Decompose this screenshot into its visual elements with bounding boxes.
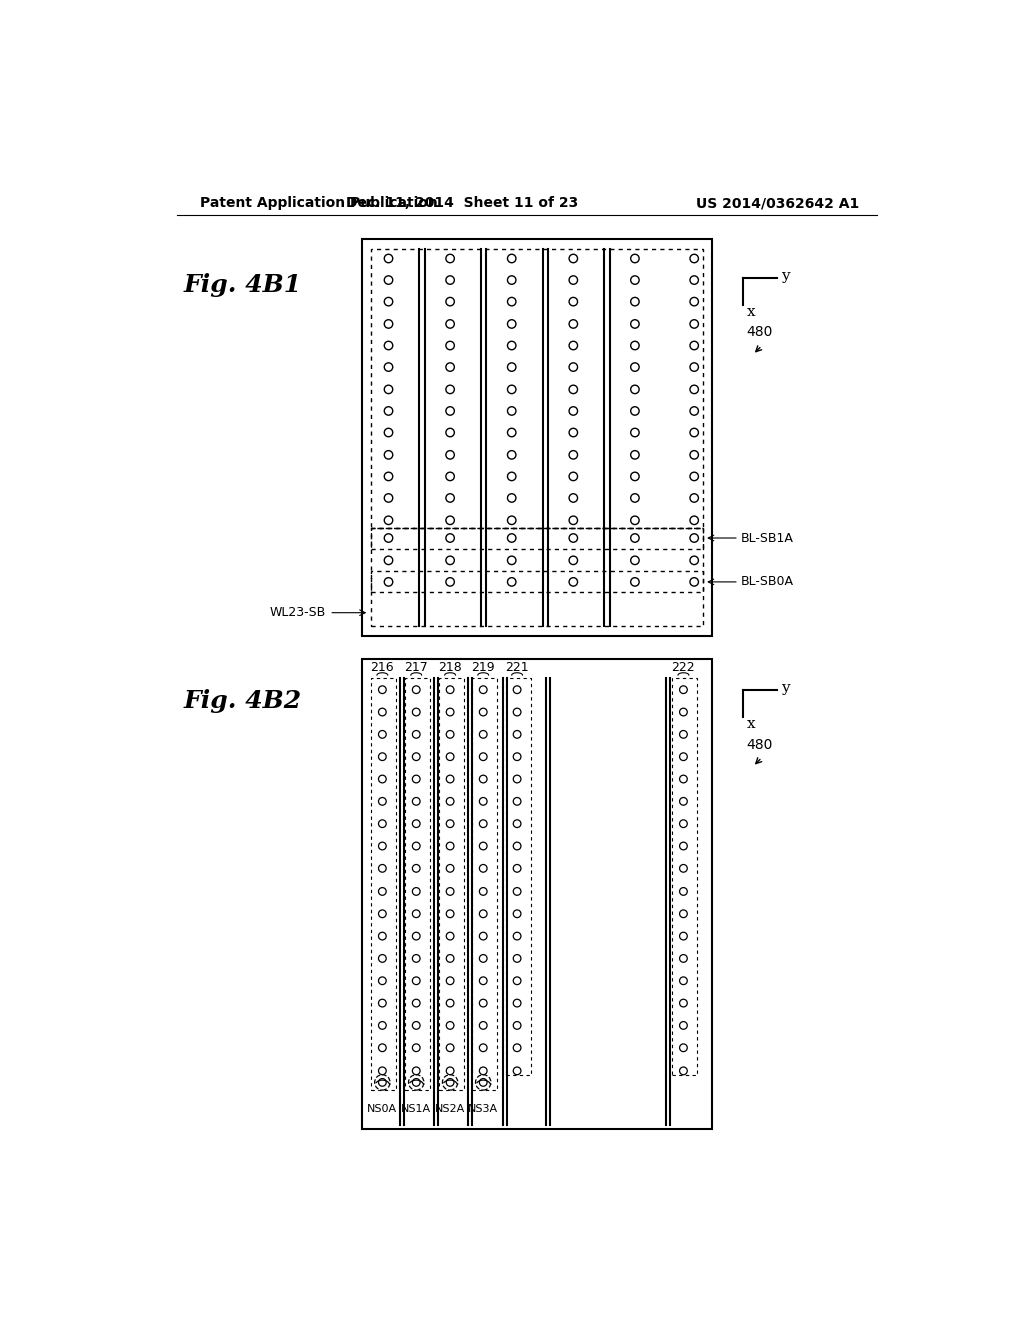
Bar bbox=[404, 678, 430, 1090]
Text: y: y bbox=[781, 269, 790, 284]
Text: 219: 219 bbox=[471, 661, 495, 675]
Bar bbox=[371, 572, 702, 591]
Text: BL-SB1A: BL-SB1A bbox=[741, 532, 794, 545]
Text: Patent Application Publication: Patent Application Publication bbox=[200, 197, 437, 210]
Text: NS0A: NS0A bbox=[368, 1105, 397, 1114]
Text: NS2A: NS2A bbox=[435, 1105, 465, 1114]
Text: 218: 218 bbox=[438, 661, 462, 675]
Circle shape bbox=[446, 1078, 454, 1086]
Text: Dec. 11, 2014  Sheet 11 of 23: Dec. 11, 2014 Sheet 11 of 23 bbox=[345, 197, 578, 210]
Text: x: x bbox=[746, 305, 755, 319]
Bar bbox=[438, 678, 464, 1090]
Text: 221: 221 bbox=[505, 661, 529, 675]
Bar bbox=[672, 678, 697, 1074]
Text: 480: 480 bbox=[746, 325, 773, 339]
Text: WL23-SB: WL23-SB bbox=[270, 606, 326, 619]
Bar bbox=[361, 659, 712, 1129]
Circle shape bbox=[379, 1078, 386, 1086]
Circle shape bbox=[413, 1078, 420, 1086]
Bar bbox=[371, 249, 702, 528]
Bar bbox=[371, 528, 702, 549]
Text: 217: 217 bbox=[404, 661, 428, 675]
Text: NS1A: NS1A bbox=[401, 1105, 431, 1114]
Bar bbox=[472, 678, 497, 1090]
Text: NS3A: NS3A bbox=[468, 1105, 499, 1114]
Text: 216: 216 bbox=[371, 661, 394, 675]
Circle shape bbox=[479, 1078, 487, 1086]
Text: 222: 222 bbox=[672, 661, 695, 675]
Text: x: x bbox=[746, 717, 755, 731]
Text: US 2014/0362642 A1: US 2014/0362642 A1 bbox=[695, 197, 859, 210]
Bar bbox=[371, 678, 396, 1090]
Bar bbox=[371, 528, 702, 626]
Bar bbox=[506, 678, 531, 1074]
Text: Fig. 4B2: Fig. 4B2 bbox=[183, 689, 301, 713]
Text: 480: 480 bbox=[746, 738, 773, 752]
Text: Fig. 4B1: Fig. 4B1 bbox=[183, 273, 301, 297]
Bar bbox=[361, 239, 712, 636]
Text: BL-SB0A: BL-SB0A bbox=[741, 576, 795, 589]
Text: y: y bbox=[781, 681, 790, 696]
